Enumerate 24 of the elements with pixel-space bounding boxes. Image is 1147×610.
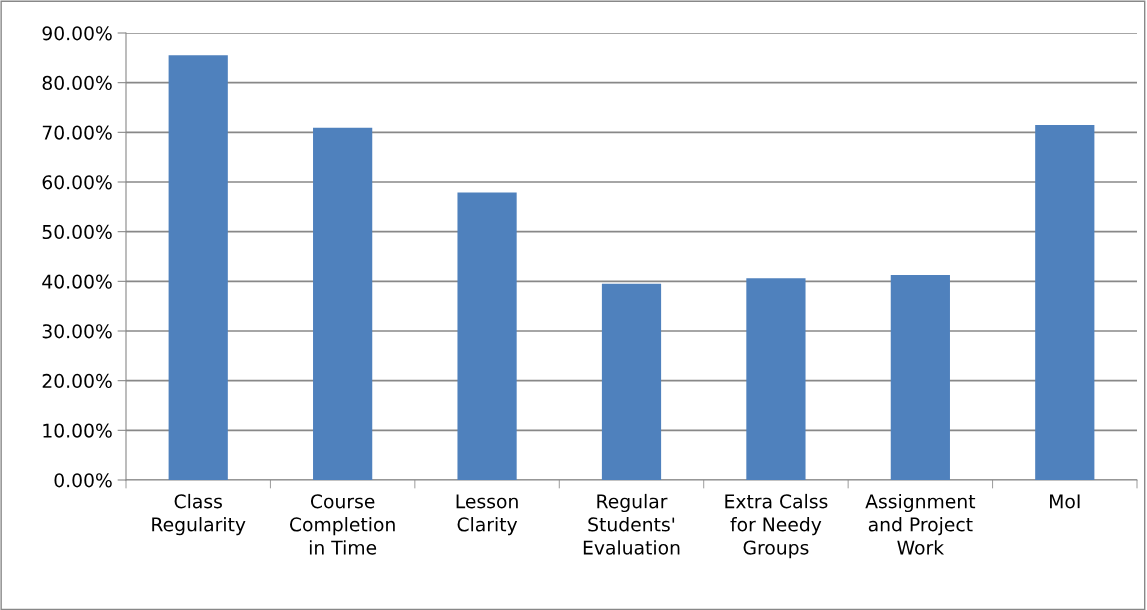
bar [601,283,662,480]
y-tick-label: 10.00% [43,423,112,438]
y-tick-label: 90.00% [42,26,112,41]
bar [890,274,950,480]
x-tick-label: Extra Calss for Needy Groups [725,493,828,559]
bar [457,192,517,480]
x-tick-label: Assignment and Project Work [865,493,976,555]
x-tick-label: Class Regularity [152,493,246,536]
y-tick-label: 0.00% [54,473,112,488]
y-tick-label: 60.00% [42,175,112,190]
x-tick-label: MoI [1050,494,1080,509]
y-tick-label: 20.00% [42,373,112,389]
y-tick-label: 50.00% [42,224,112,240]
y-tick-label: 80.00% [42,75,112,91]
y-tick-label: 40.00% [42,274,112,289]
bar [746,278,806,480]
bar [168,55,228,480]
x-tick-label: Regular Students' Evaluation [583,493,680,555]
y-tick-label: 30.00% [42,324,112,339]
bar [313,127,373,480]
bar [1035,124,1095,480]
y-tick-label: 70.00% [42,125,112,140]
x-tick-label: Lesson Clarity [456,494,518,536]
x-tick-label: Course Completion in Time [290,494,395,555]
